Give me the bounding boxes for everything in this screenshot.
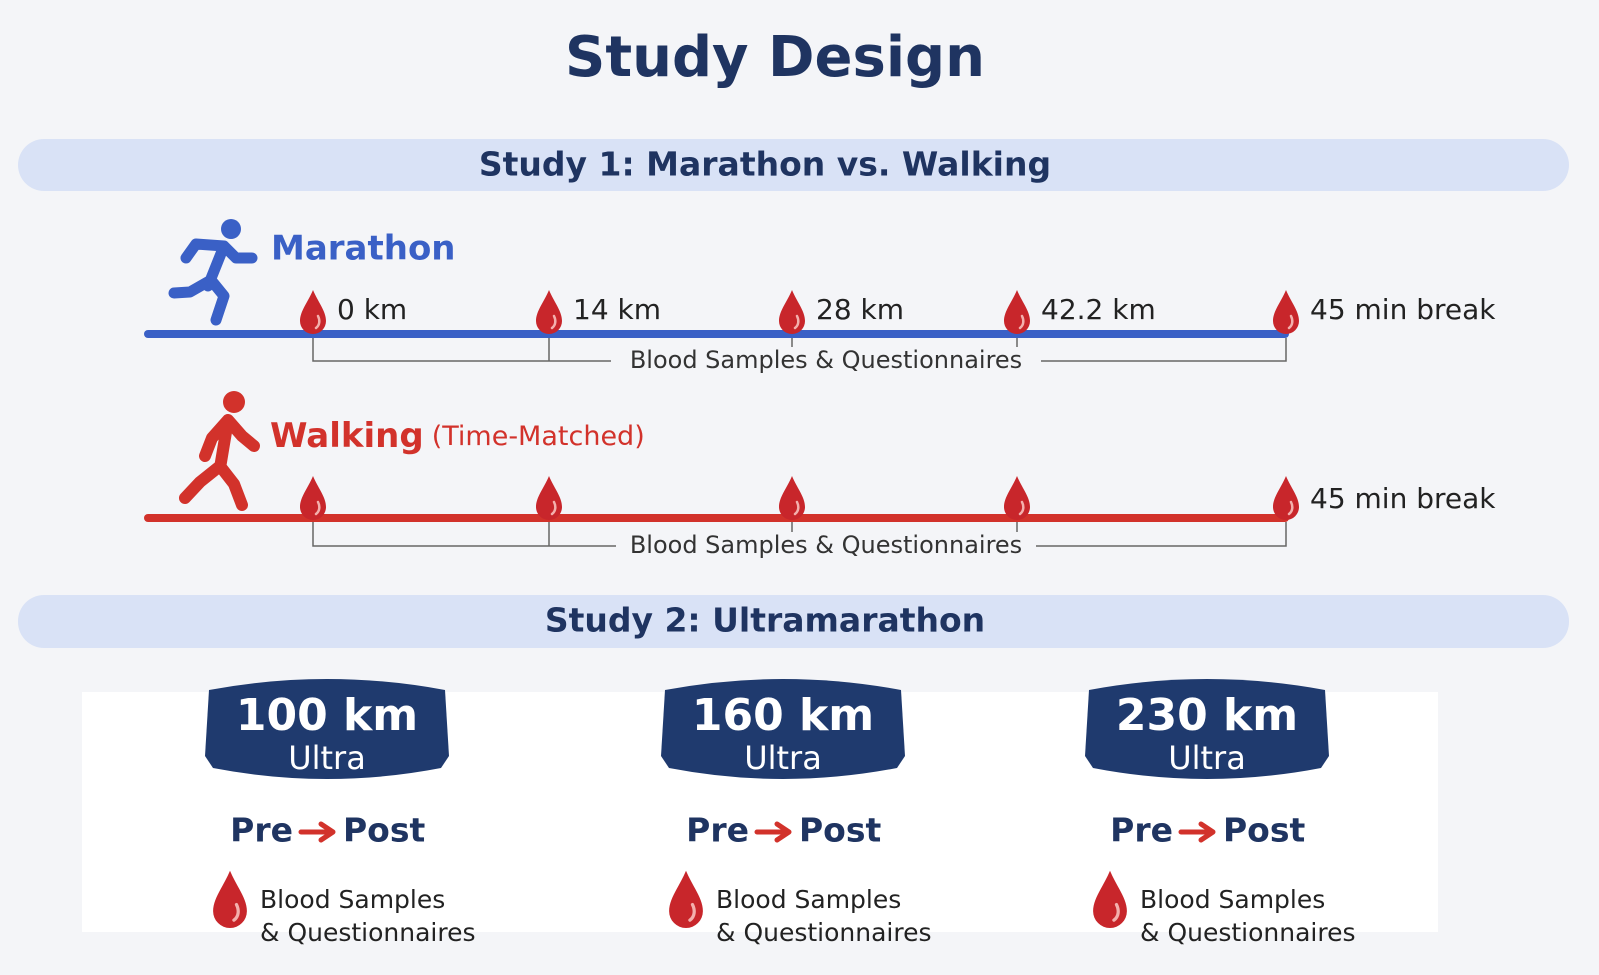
blood-drop: [1004, 290, 1030, 334]
race-distance: 230 km: [1116, 690, 1298, 741]
pre-post-arrow: [754, 821, 792, 843]
blood-drop: [300, 476, 326, 520]
checkpoint-label: 14 km: [573, 293, 661, 326]
samples-line: & Questionnaires: [1140, 918, 1356, 947]
samples-line: Blood Samples: [1140, 885, 1325, 914]
blood-drop: [1093, 870, 1127, 928]
drop-shine: [550, 500, 557, 516]
bracket-label-bg: [616, 532, 1036, 560]
bracket-label: Blood Samples & Questionnaires: [630, 346, 1022, 374]
blood-drop: [1273, 290, 1299, 334]
drop-shine: [1018, 314, 1025, 330]
checkpoint-label: 45 min break: [1310, 293, 1496, 326]
blood-drop: [536, 476, 562, 520]
study1-banner: [18, 139, 1569, 191]
race-type: Ultra: [288, 739, 366, 777]
walker-icon: [179, 391, 260, 511]
drop-shine: [314, 500, 321, 516]
samples-line: Blood Samples: [716, 885, 901, 914]
samples-line: & Questionnaires: [260, 918, 476, 947]
post-label: Post: [799, 811, 881, 850]
checkpoint-label: 0 km: [337, 293, 407, 326]
race-distance: 100 km: [236, 690, 418, 741]
checkpoint-label: 42.2 km: [1041, 293, 1156, 326]
marathon-label: Marathon: [271, 229, 456, 269]
runner-icon: [168, 219, 258, 326]
drop-shine: [1287, 314, 1294, 330]
race-badge: [205, 679, 449, 779]
drop-shine: [688, 902, 696, 922]
dynamic-layer: Blood Samples & Questionnaires Blood Samp…: [205, 290, 1496, 947]
drop-shine: [793, 314, 800, 330]
race-type: Ultra: [744, 739, 822, 777]
race-badge: [1085, 679, 1329, 779]
drop-shine: [793, 500, 800, 516]
blood-drop: [1004, 476, 1030, 520]
drop-shine: [1112, 902, 1120, 922]
pre-label: Pre: [1110, 811, 1173, 850]
blood-drop: [669, 870, 703, 928]
post-label: Post: [1223, 811, 1305, 850]
pre-label: Pre: [686, 811, 749, 850]
drop-shine: [314, 314, 321, 330]
blood-drop: [213, 870, 247, 928]
walking-label: Walking (Time-Matched): [270, 416, 645, 456]
title: Study Design: [565, 25, 985, 90]
drop-shine: [550, 314, 557, 330]
blood-drop: [1273, 476, 1299, 520]
blood-drop: [779, 290, 805, 334]
pre-post-arrow: [298, 821, 336, 843]
samples-line: & Questionnaires: [716, 918, 932, 947]
blood-drop: [779, 476, 805, 520]
drop-shine: [1018, 500, 1025, 516]
pre-label: Pre: [230, 811, 293, 850]
drop-shine: [232, 902, 240, 922]
study1-title: Study 1: Marathon vs. Walking: [479, 145, 1051, 184]
drop-shine: [1287, 500, 1294, 516]
bracket-label-bg: [611, 347, 1041, 375]
study2-banner: [18, 595, 1569, 648]
post-label: Post: [343, 811, 425, 850]
bracket-label: Blood Samples & Questionnaires: [630, 531, 1022, 559]
blood-drop: [300, 290, 326, 334]
checkpoint-label: 28 km: [816, 293, 904, 326]
race-type: Ultra: [1168, 739, 1246, 777]
pre-post-arrow: [1178, 821, 1216, 843]
end-label: 45 min break: [1310, 482, 1496, 515]
blood-drop: [536, 290, 562, 334]
walking-sublabel: (Time-Matched): [432, 421, 645, 452]
walking-name: Walking: [270, 416, 424, 456]
study2-title: Study 2: Ultramarathon: [545, 601, 985, 640]
race-distance: 160 km: [692, 690, 874, 741]
samples-line: Blood Samples: [260, 885, 445, 914]
race-badge: [661, 679, 905, 779]
